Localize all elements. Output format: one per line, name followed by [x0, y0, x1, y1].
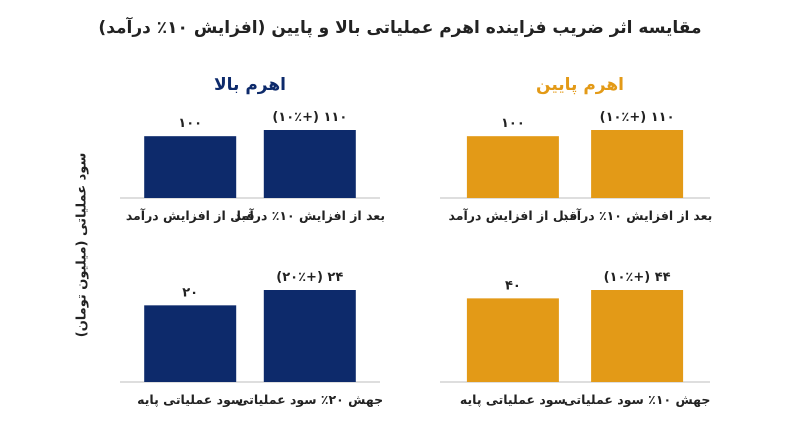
category-tick-label: سود عملیاتی پایه — [137, 392, 243, 407]
panel-title-high-leverage: اهرم بالا — [214, 75, 286, 95]
category-tick-label: جهش ۲۰٪ سود عملیاتی — [236, 392, 383, 407]
category-tick-label: قبل از افزایش درآمد — [126, 208, 255, 223]
panel-title-low-leverage: اهرم پایین — [536, 75, 624, 95]
data-label: ۲۴ (+۲۰٪) — [276, 270, 343, 285]
bar — [591, 130, 684, 198]
category-tick-label: قبل از افزایش درآمد — [449, 208, 578, 223]
category-tick-label: بعد از افزایش ۱۰٪ درآمد — [235, 208, 386, 223]
bar — [263, 290, 356, 382]
data-label: ۱۰۰ — [178, 116, 202, 131]
bar — [144, 305, 237, 382]
bar — [466, 298, 559, 382]
category-tick-label: بعد از افزایش ۱۰٪ درآمد — [562, 208, 713, 223]
category-tick-label: سود عملیاتی پایه — [460, 392, 566, 407]
data-label: ۱۱۰ (+۱۰٪) — [600, 110, 675, 125]
bar — [466, 136, 559, 198]
category-tick-label: جهش ۱۰٪ سود عملیاتی — [564, 392, 711, 407]
bar — [144, 136, 237, 198]
data-label: ۲۰ — [182, 285, 198, 300]
bar — [263, 130, 356, 198]
data-label: ۱۰۰ — [501, 116, 525, 131]
chart-title: مقایسه اثر ضریب فزاینده اهرم عملیاتی بال… — [98, 18, 702, 38]
data-label: ۱۱۰ (+۱۰٪) — [272, 110, 347, 125]
data-label: ۴۰ — [505, 278, 521, 293]
bar — [591, 290, 684, 382]
data-label: ۴۴ (+۱۰٪) — [604, 270, 671, 285]
